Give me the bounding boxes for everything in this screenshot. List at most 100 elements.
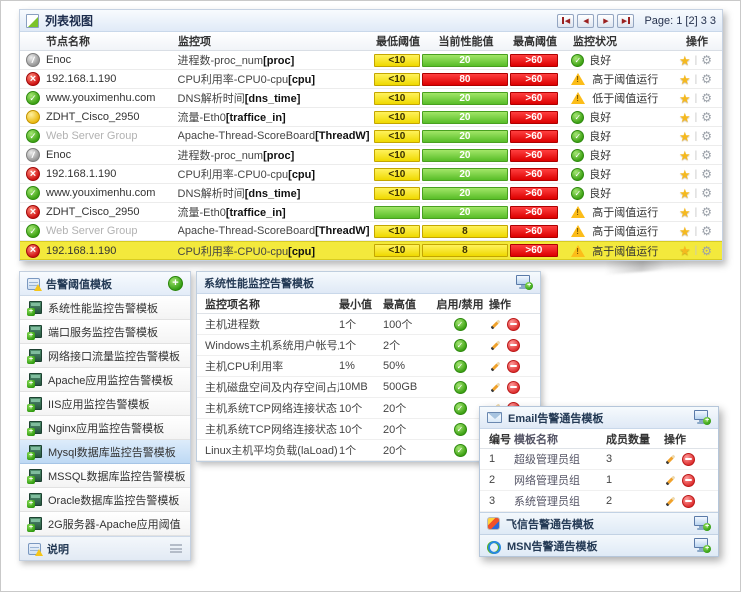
delete-icon[interactable] xyxy=(682,494,695,508)
enabled-icon[interactable] xyxy=(453,401,467,415)
template-list-item[interactable]: Oracle数据库监控告警模板 xyxy=(20,488,190,512)
edit-icon[interactable] xyxy=(489,339,502,352)
table-row[interactable]: ZDHT_Cisco_2950 流量-Eth0[traffice_in] <10… xyxy=(20,108,722,127)
msn-panel-header[interactable]: MSN告警通告模板 + xyxy=(480,534,718,556)
table-row[interactable]: 主机进程数 1个 100个 xyxy=(197,314,540,335)
email-icon xyxy=(487,412,502,423)
settings-gear-icon[interactable]: ⚙ xyxy=(701,110,712,124)
column-header-count: 成员数量 xyxy=(606,433,650,446)
list-view-panel: 列表视图 ◀ ◀ ▶ ▶ Page: 1 [2] 3 3 节点名称 监控项 最低… xyxy=(19,9,723,261)
favorite-star-icon[interactable]: ★ xyxy=(678,166,691,182)
edit-icon[interactable] xyxy=(489,318,502,331)
next-page-button[interactable]: ▶ xyxy=(597,13,615,28)
enabled-icon[interactable] xyxy=(453,422,467,436)
template-list-item[interactable]: Apache应用监控告警模板 xyxy=(20,368,190,392)
add-fetion-template-icon[interactable]: + xyxy=(694,516,711,531)
table-row[interactable]: Enoc 进程数-proc_num[proc] <10 20 >60 良好 ★ … xyxy=(20,51,722,70)
edit-icon[interactable] xyxy=(664,495,677,508)
notes-footer[interactable]: 说明 xyxy=(20,536,190,560)
fetion-icon xyxy=(487,517,500,530)
table-row[interactable]: www.youximenhu.com DNS解析时间[dns_time] <10… xyxy=(20,184,722,203)
settings-gear-icon[interactable]: ⚙ xyxy=(701,167,712,181)
list-view-icon xyxy=(26,13,39,28)
settings-gear-icon[interactable]: ⚙ xyxy=(701,186,712,200)
settings-gear-icon[interactable]: ⚙ xyxy=(701,129,712,143)
table-row[interactable]: 2 网络管理员组 1 xyxy=(480,470,718,491)
template-list-item[interactable]: 2G服务器-Apache应用阈值 xyxy=(20,512,190,536)
column-header-current: 当前性能值 xyxy=(438,36,494,48)
table-row[interactable]: ZDHT_Cisco_2950 流量-Eth0[traffice_in] 20 … xyxy=(20,203,722,222)
delete-icon[interactable] xyxy=(682,452,695,466)
first-page-button[interactable]: ◀ xyxy=(557,13,575,28)
enabled-icon[interactable] xyxy=(453,380,467,394)
last-page-button[interactable]: ▶ xyxy=(617,13,635,28)
settings-gear-icon[interactable]: ⚙ xyxy=(701,53,712,67)
table-row[interactable]: 主机CPU利用率 1% 50% xyxy=(197,356,540,377)
add-email-template-icon[interactable]: + xyxy=(694,410,711,425)
edit-icon[interactable] xyxy=(664,474,677,487)
table-row[interactable]: Enoc 进程数-proc_num[proc] <10 20 >60 良好 ★ … xyxy=(20,146,722,165)
delete-icon[interactable] xyxy=(507,380,520,394)
favorite-star-icon[interactable]: ★ xyxy=(678,223,691,239)
add-template-button[interactable] xyxy=(168,276,183,291)
favorite-star-icon[interactable]: ★ xyxy=(678,204,691,220)
table-row[interactable]: Web Server Group Apache-Thread-ScoreBoar… xyxy=(20,222,722,241)
favorite-star-icon[interactable]: ★ xyxy=(678,90,691,106)
min-value: 1个 xyxy=(339,319,357,331)
template-list-item[interactable]: Nginx应用监控告警模板 xyxy=(20,416,190,440)
favorite-star-icon[interactable]: ★ xyxy=(678,185,691,201)
enabled-icon[interactable] xyxy=(453,443,467,457)
settings-gear-icon[interactable]: ⚙ xyxy=(701,148,712,162)
template-list-item[interactable]: MSSQL数据库监控告警模板 xyxy=(20,464,190,488)
prev-page-button[interactable]: ◀ xyxy=(577,13,595,28)
template-list-item[interactable]: Mysql数据库监控告警模板 xyxy=(20,440,190,464)
table-row[interactable]: Web Server Group Apache-Thread-ScoreBoar… xyxy=(20,127,722,146)
table-row[interactable]: 3 系统管理员组 2 xyxy=(480,491,718,512)
settings-gear-icon[interactable]: ⚙ xyxy=(701,224,712,238)
favorite-star-icon[interactable]: ★ xyxy=(678,71,691,87)
table-row[interactable]: 1 超级管理员组 3 xyxy=(480,449,718,470)
settings-gear-icon[interactable]: ⚙ xyxy=(701,205,712,219)
table-row[interactable]: 主机磁盘空间及内存空间占用 10MB 500GB xyxy=(197,377,540,398)
table-row[interactable]: 主机系统TCP网络连接状态 10个 20个 xyxy=(197,398,540,419)
add-msn-template-icon[interactable]: + xyxy=(694,538,711,553)
enabled-icon[interactable] xyxy=(453,338,467,352)
add-monitor-item-icon[interactable]: + xyxy=(516,275,533,290)
template-list-item[interactable]: 端口服务监控告警模板 xyxy=(20,320,190,344)
monitor-item-key: [cpu] xyxy=(288,74,316,86)
fetion-panel-header[interactable]: 飞信告警通告模板 + xyxy=(480,512,718,534)
pagination-label[interactable]: Page: 1 [2] 3 3 xyxy=(644,14,716,27)
table-row[interactable]: 192.168.1.190 CPU利用率-CPU0-cpu[cpu] <10 8… xyxy=(20,70,722,89)
email-alert-header[interactable]: Email告警通告模板 + xyxy=(480,407,718,429)
table-row[interactable]: www.youximenhu.com DNS解析时间[dns_time] <10… xyxy=(20,89,722,108)
table-row[interactable]: 192.168.1.190 CPU利用率-CPU0-cpu[cpu] <10 2… xyxy=(20,165,722,184)
state-icon xyxy=(571,186,585,200)
delete-icon[interactable] xyxy=(682,473,695,487)
delete-icon[interactable] xyxy=(507,317,520,331)
template-list-item[interactable]: 系统性能监控告警模板 xyxy=(20,296,190,320)
table-row[interactable]: 192.168.1.190 CPU利用率-CPU0-cpu[cpu] <10 8… xyxy=(20,241,722,260)
edit-icon[interactable] xyxy=(664,453,677,466)
settings-gear-icon[interactable]: ⚙ xyxy=(701,72,712,86)
delete-icon[interactable] xyxy=(507,338,520,352)
settings-gear-icon[interactable]: ⚙ xyxy=(701,243,712,258)
favorite-star-icon[interactable]: ★ xyxy=(678,243,691,258)
edit-icon[interactable] xyxy=(489,381,502,394)
separator: | xyxy=(694,245,698,256)
favorite-star-icon[interactable]: ★ xyxy=(678,109,691,125)
template-icon xyxy=(27,397,42,412)
settings-gear-icon[interactable]: ⚙ xyxy=(701,91,712,105)
enabled-icon[interactable] xyxy=(453,359,467,373)
state-icon xyxy=(571,129,585,143)
delete-icon[interactable] xyxy=(507,359,520,373)
notes-grip-icon[interactable] xyxy=(170,544,182,553)
favorite-star-icon[interactable]: ★ xyxy=(678,147,691,163)
template-list-item[interactable]: 网络接口流量监控告警模板 xyxy=(20,344,190,368)
enabled-icon[interactable] xyxy=(453,317,467,331)
template-list-item[interactable]: IIS应用监控告警模板 xyxy=(20,392,190,416)
edit-icon[interactable] xyxy=(489,360,502,373)
table-row[interactable]: Windows主机系统用户帐号总数 1个 2个 xyxy=(197,335,540,356)
favorite-star-icon[interactable]: ★ xyxy=(678,52,691,68)
favorite-star-icon[interactable]: ★ xyxy=(678,128,691,144)
